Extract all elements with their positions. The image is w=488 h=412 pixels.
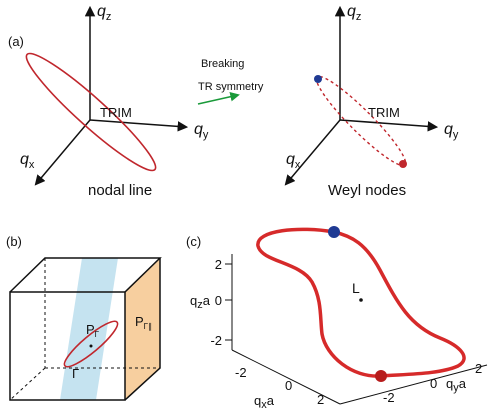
axis-title: qza <box>190 293 211 311</box>
tick-label: 0 <box>215 293 222 308</box>
transition-text: Breaking <box>201 58 244 70</box>
transition-text: TR symmetry <box>198 81 264 93</box>
tick-label: 0 <box>430 376 437 391</box>
tick-label: -2 <box>210 333 222 348</box>
nodal-line-diagram: qz qy qx TRIM nodal line <box>18 3 209 199</box>
tick-label: 2 <box>215 257 222 272</box>
point-label: TRIM <box>368 105 400 120</box>
weyl-node <box>399 160 407 168</box>
transition-arrow <box>198 95 238 104</box>
axis-label: qz <box>97 3 111 23</box>
axis-label: qz <box>347 3 361 23</box>
tick-label: -2 <box>383 390 395 405</box>
axis-label: qx <box>286 151 301 171</box>
axis-title: qxa <box>254 393 275 411</box>
axis-label: qy <box>194 121 209 141</box>
tick-label: 2 <box>317 392 324 407</box>
edge <box>10 368 45 400</box>
brillouin-cube: PΓ PΓ∥ Γ <box>10 258 160 400</box>
gamma-point <box>90 345 93 348</box>
nodal-loop <box>258 229 464 376</box>
figure: (a) qz qy qx TRIM nodal line Breaking TR… <box>0 0 488 412</box>
axis <box>340 120 436 127</box>
axis-label: qx <box>20 151 35 171</box>
tick-label: 0 <box>285 378 292 393</box>
axis-label: qy <box>444 121 459 141</box>
point-label: TRIM <box>100 105 132 120</box>
nodal-line <box>18 44 165 180</box>
weyl-node <box>314 75 322 83</box>
loop-point <box>375 370 387 382</box>
loop-point <box>328 226 340 238</box>
tick-label: -2 <box>235 365 247 380</box>
tick-label: 2 <box>475 361 482 376</box>
caption: Weyl nodes <box>328 182 406 199</box>
panel-label: (b) <box>6 234 22 249</box>
weyl-node-diagram: qz qy qx TRIM Weyl nodes <box>286 3 459 199</box>
axis <box>90 120 186 127</box>
caption: nodal line <box>88 182 152 199</box>
axis-title: qya <box>446 376 467 394</box>
point-label: Γ <box>72 366 79 381</box>
point-label: L <box>352 280 360 296</box>
axis <box>36 120 90 184</box>
mirror-plane <box>125 258 160 400</box>
nodal-loop-plot: 2 0 -2 qza -2 0 2 qxa -2 0 2 qya L <box>190 226 487 411</box>
panel-label: (c) <box>186 234 201 249</box>
panel-label: (a) <box>8 34 24 49</box>
l-point <box>359 298 363 302</box>
